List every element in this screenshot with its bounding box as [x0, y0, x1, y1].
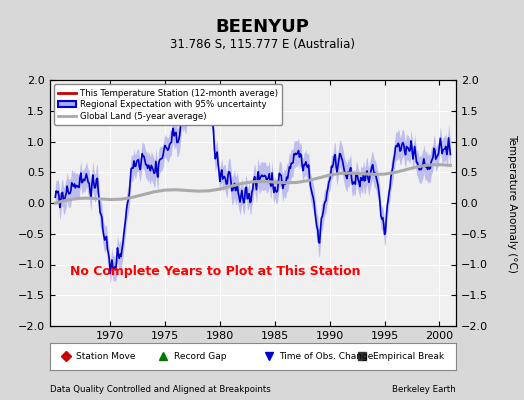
Text: Data Quality Controlled and Aligned at Breakpoints: Data Quality Controlled and Aligned at B… — [50, 385, 270, 394]
Legend: This Temperature Station (12-month average), Regional Expectation with 95% uncer: This Temperature Station (12-month avera… — [54, 84, 282, 125]
Text: No Complete Years to Plot at This Station: No Complete Years to Plot at This Statio… — [70, 265, 361, 278]
Text: Station Move: Station Move — [76, 352, 136, 361]
Text: Record Gap: Record Gap — [173, 352, 226, 361]
Text: BEENYUP: BEENYUP — [215, 18, 309, 36]
Text: Berkeley Earth: Berkeley Earth — [392, 385, 456, 394]
Text: Empirical Break: Empirical Break — [373, 352, 444, 361]
Text: Time of Obs. Change: Time of Obs. Change — [279, 352, 374, 361]
Y-axis label: Temperature Anomaly (°C): Temperature Anomaly (°C) — [507, 134, 517, 272]
Text: 31.786 S, 115.777 E (Australia): 31.786 S, 115.777 E (Australia) — [169, 38, 355, 51]
